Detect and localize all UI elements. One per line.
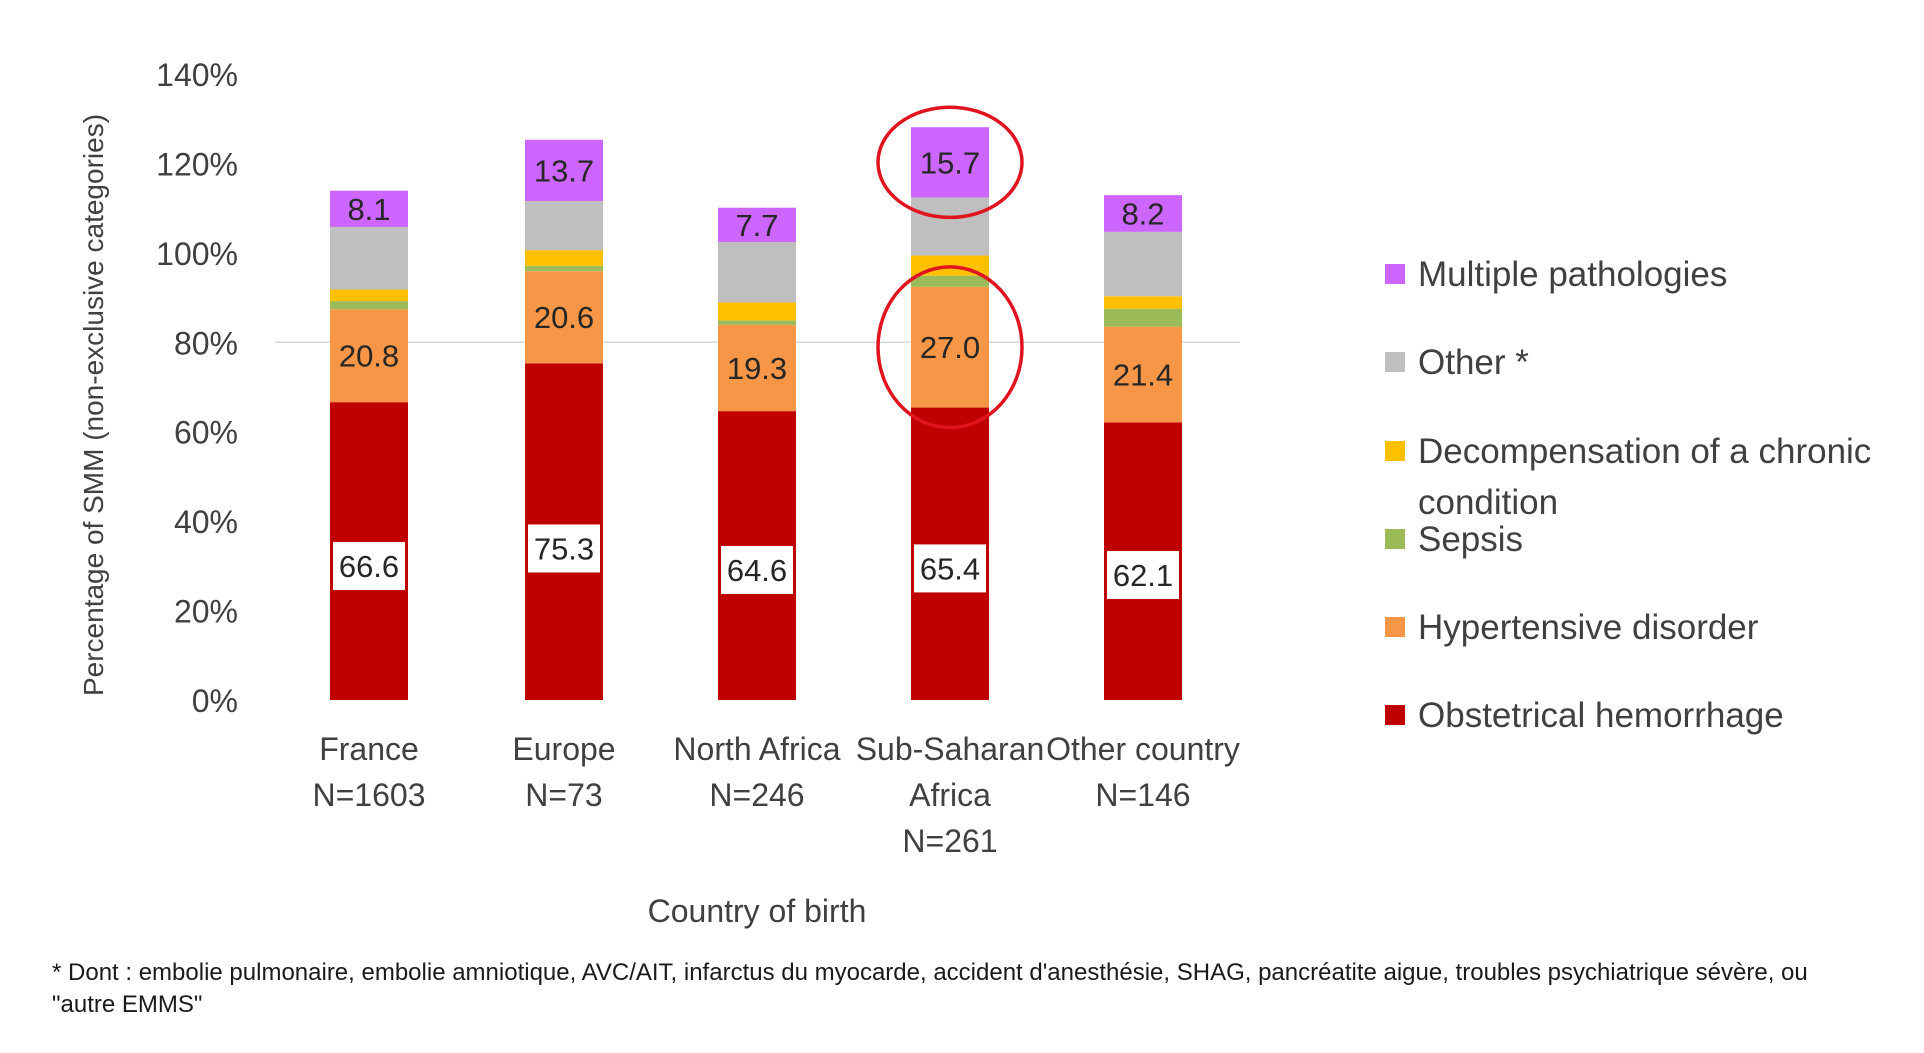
highlight-ellipse: [876, 105, 1024, 220]
bar-segment-decompensation-of-a-chronic-condition: [1104, 296, 1182, 309]
legend-swatch: [1385, 705, 1405, 725]
y-tick-label: 0%: [192, 683, 238, 719]
x-tick-label: Other country: [1046, 731, 1240, 767]
data-label: 21.4: [1113, 357, 1173, 392]
bar-segment-hypertensive-disorder: [911, 286, 989, 408]
data-label: 8.1: [347, 192, 390, 227]
bar-segment-sepsis: [525, 265, 603, 272]
bar-segment-other: [911, 197, 989, 256]
bar-segment-sepsis: [330, 301, 408, 310]
legend-label: Obstetrical hemorrhage: [1418, 696, 1784, 735]
data-label-box: [914, 544, 986, 593]
x-tick-label: N=146: [1095, 777, 1190, 813]
bar-segment-other: [330, 226, 408, 290]
legend-swatch: [1385, 529, 1405, 549]
legend-label: Hypertensive disorder: [1418, 608, 1759, 647]
legend-label: Decompensation of a chronic: [1418, 432, 1871, 471]
data-label: 15.7: [920, 145, 980, 180]
y-axis-title: Percentage of SMM (non-exclusive categor…: [78, 114, 109, 696]
y-tick-label: 40%: [174, 504, 238, 540]
footnote: * Dont : embolie pulmonaire, embolie amn…: [52, 959, 1808, 1018]
data-label: 62.1: [1113, 558, 1173, 593]
y-tick-label: 80%: [174, 325, 238, 361]
stacked-bar-chart: 0% 20% 40% 60% 80% 100% 120% 140% Percentage of …: [78, 57, 1871, 929]
bar-segment-sepsis: [718, 320, 796, 325]
x-tick-label: N=1603: [313, 777, 426, 813]
x-tick-label: Sub-Saharan: [856, 731, 1045, 767]
x-tick-label: Africa: [909, 777, 991, 813]
bar-segment-other: [718, 242, 796, 303]
data-label-box: [1107, 551, 1179, 600]
x-tick-label: Europe: [512, 731, 615, 767]
bar-segment-other: [525, 200, 603, 251]
bar-segment-hypertensive-disorder: [718, 324, 796, 412]
data-label-box: [333, 541, 405, 590]
bar-segment-multiple-pathologies: [330, 190, 408, 227]
data-label: 64.6: [727, 553, 787, 588]
bar-segment-multiple-pathologies: [1104, 195, 1182, 232]
legend-swatch: [1385, 617, 1405, 637]
y-tick-label: 120%: [156, 146, 238, 182]
data-label: 8.2: [1121, 197, 1164, 232]
data-label: 27.0: [920, 330, 980, 365]
legend-label: Multiple pathologies: [1418, 255, 1727, 294]
bar-segment-sepsis: [911, 275, 989, 287]
data-label-box: [721, 546, 793, 595]
y-tick-label: 60%: [174, 415, 238, 451]
bar-segment-decompensation-of-a-chronic-condition: [525, 250, 603, 266]
data-label: 20.8: [339, 339, 399, 374]
bar-segment-sepsis: [1104, 308, 1182, 327]
bar-segment-hypertensive-disorder: [525, 271, 603, 364]
legend-label: condition: [1418, 483, 1558, 522]
bar-segment-hypertensive-disorder: [330, 309, 408, 403]
data-label: 65.4: [920, 551, 980, 586]
x-tick-label: North Africa: [673, 731, 840, 767]
legend-swatch: [1385, 264, 1405, 284]
x-tick-label: N=246: [709, 777, 804, 813]
data-label: 19.3: [727, 351, 787, 386]
data-label-box: [528, 524, 600, 573]
bar-segment-multiple-pathologies: [718, 207, 796, 243]
y-tick-label: 100%: [156, 236, 238, 272]
y-tick-label: 140%: [156, 57, 238, 93]
data-label: 13.7: [534, 153, 594, 188]
bar-segment-hypertensive-disorder: [1104, 326, 1182, 423]
data-label: 75.3: [534, 531, 594, 566]
data-label: 20.6: [534, 300, 594, 335]
x-tick-label: N=73: [525, 777, 602, 813]
data-label: 7.7: [735, 208, 778, 243]
bar-segment-multiple-pathologies: [525, 139, 603, 201]
x-tick-label: N=261: [902, 823, 997, 859]
x-axis-title: Country of birth: [648, 893, 867, 929]
legend-label: Sepsis: [1418, 520, 1523, 559]
bar-segment-other: [1104, 231, 1182, 297]
bar-segment-decompensation-of-a-chronic-condition: [718, 302, 796, 321]
data-label: 66.6: [339, 549, 399, 584]
legend-swatch: [1385, 352, 1405, 372]
legend-swatch: [1385, 441, 1405, 461]
y-tick-label: 20%: [174, 594, 238, 630]
bar-segment-multiple-pathologies: [911, 127, 989, 198]
highlight-ellipse: [876, 265, 1024, 430]
legend-label: Other *: [1418, 343, 1529, 382]
bar-segment-decompensation-of-a-chronic-condition: [330, 289, 408, 302]
x-tick-label: France: [319, 731, 419, 767]
